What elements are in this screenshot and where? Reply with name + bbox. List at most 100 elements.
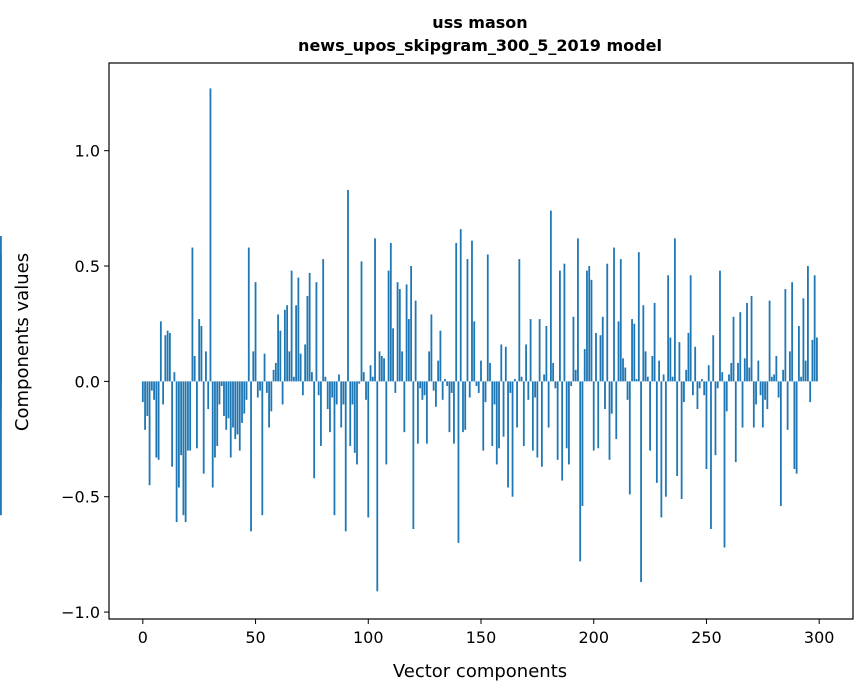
bar bbox=[401, 351, 403, 382]
bar bbox=[527, 381, 530, 400]
bar bbox=[586, 270, 588, 382]
bar bbox=[741, 381, 744, 428]
bar bbox=[653, 302, 656, 382]
bar bbox=[322, 259, 325, 382]
bar bbox=[513, 379, 516, 382]
bar bbox=[374, 238, 376, 382]
bar bbox=[522, 381, 525, 446]
bar bbox=[811, 339, 814, 382]
bar bbox=[583, 349, 586, 382]
bar bbox=[816, 337, 818, 382]
bar bbox=[245, 381, 248, 400]
bar bbox=[773, 374, 775, 382]
bar bbox=[680, 381, 683, 500]
bar bbox=[349, 381, 352, 446]
bar bbox=[660, 381, 663, 518]
bar bbox=[750, 296, 753, 382]
bar bbox=[441, 381, 444, 400]
x-tick-label: 300 bbox=[804, 628, 835, 647]
bar bbox=[694, 346, 697, 382]
bar bbox=[520, 376, 523, 382]
bar bbox=[554, 381, 557, 389]
bar bbox=[367, 381, 370, 518]
bar bbox=[392, 328, 394, 382]
bar bbox=[752, 381, 755, 428]
bar bbox=[543, 374, 546, 382]
bar bbox=[214, 381, 216, 458]
bar bbox=[162, 381, 165, 405]
bar bbox=[662, 374, 665, 382]
bar bbox=[351, 381, 354, 405]
bar bbox=[453, 381, 455, 444]
bar bbox=[534, 381, 537, 398]
bar bbox=[687, 332, 690, 382]
y-tick-label: −0.5 bbox=[61, 488, 100, 507]
bar bbox=[637, 252, 640, 382]
bar bbox=[243, 381, 246, 414]
bar bbox=[701, 379, 703, 382]
bar bbox=[202, 381, 205, 474]
bar bbox=[547, 381, 550, 428]
bar bbox=[613, 247, 615, 382]
bar bbox=[581, 381, 584, 506]
chart-title: uss mason bbox=[432, 13, 527, 32]
bars-group bbox=[0, 88, 818, 592]
bar bbox=[606, 263, 609, 382]
bar bbox=[676, 381, 679, 476]
bar bbox=[793, 381, 796, 470]
bar bbox=[777, 381, 780, 398]
x-tick-label: 50 bbox=[245, 628, 265, 647]
bar bbox=[475, 381, 478, 386]
bar bbox=[270, 381, 273, 412]
bar bbox=[775, 356, 778, 382]
bar bbox=[698, 381, 701, 389]
bar bbox=[180, 381, 183, 456]
bar bbox=[412, 381, 415, 530]
bar bbox=[450, 381, 453, 393]
bar bbox=[719, 270, 721, 382]
bar bbox=[610, 381, 613, 414]
bar bbox=[464, 381, 467, 430]
bar bbox=[335, 381, 338, 405]
bar bbox=[164, 335, 167, 382]
bar bbox=[0, 381, 2, 516]
bar bbox=[678, 342, 681, 382]
bar bbox=[200, 326, 203, 382]
bar bbox=[150, 381, 153, 391]
bar bbox=[728, 374, 730, 382]
bar bbox=[455, 242, 458, 382]
bar bbox=[428, 351, 431, 382]
bar bbox=[737, 362, 739, 382]
bar bbox=[779, 381, 782, 506]
x-tick-label: 0 bbox=[138, 628, 148, 647]
bar bbox=[590, 279, 593, 382]
bar bbox=[0, 236, 2, 382]
bar bbox=[631, 319, 633, 382]
bar bbox=[592, 381, 595, 451]
bar bbox=[572, 316, 575, 382]
bar bbox=[588, 266, 591, 382]
bar bbox=[216, 381, 219, 446]
bar bbox=[265, 381, 268, 393]
bar bbox=[619, 259, 622, 382]
bar bbox=[712, 335, 715, 382]
bar bbox=[187, 381, 189, 451]
bar bbox=[459, 229, 462, 382]
bar bbox=[770, 376, 773, 382]
bar bbox=[220, 381, 223, 386]
bar bbox=[171, 381, 174, 467]
bar bbox=[489, 362, 491, 382]
bar bbox=[525, 344, 527, 382]
bar bbox=[757, 360, 760, 382]
bar bbox=[261, 381, 264, 516]
bar bbox=[340, 381, 343, 428]
bar bbox=[788, 351, 791, 382]
bar bbox=[502, 381, 505, 437]
bar bbox=[191, 247, 194, 382]
bar bbox=[358, 381, 361, 384]
bar bbox=[338, 374, 340, 382]
bar bbox=[250, 381, 252, 532]
bar bbox=[768, 300, 771, 382]
bar bbox=[313, 381, 316, 479]
